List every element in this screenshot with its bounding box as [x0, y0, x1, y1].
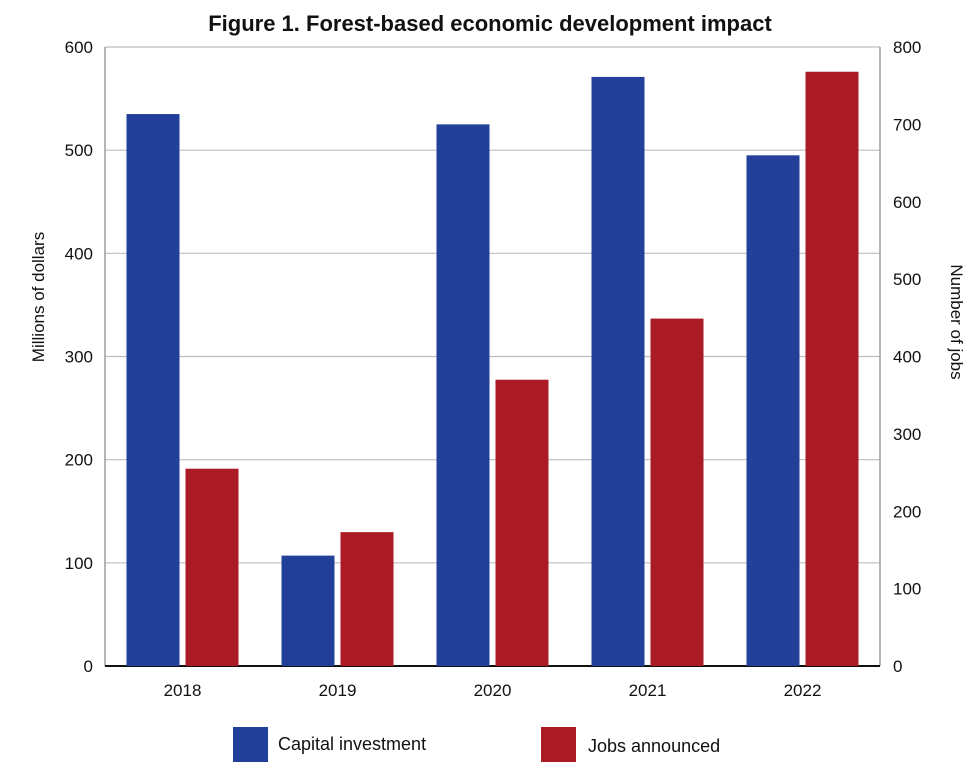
bar-jobs-announced-2019 [340, 532, 394, 666]
bar-capital-investment-2021 [591, 76, 645, 666]
x-tick-label-2018: 2018 [164, 681, 202, 700]
bar-jobs-announced-2022 [805, 71, 859, 666]
legend-swatch-capital-investment [233, 727, 268, 762]
legend-swatch-jobs-announced [541, 727, 576, 762]
y2-tick-label-0: 0 [893, 657, 902, 676]
legend-label-capital-investment: Capital investment [278, 734, 426, 754]
y-tick-label-5: 500 [65, 141, 93, 160]
bar-capital-investment-2019 [281, 555, 335, 666]
x-axis-ticks: 2018 2019 2020 2021 2022 [164, 681, 822, 700]
y-tick-label-4: 400 [65, 244, 93, 263]
bar-jobs-announced-2018 [185, 468, 239, 666]
y2-tick-label-4: 400 [893, 348, 921, 367]
y-tick-label-6: 600 [65, 38, 93, 57]
y-tick-label-3: 300 [65, 348, 93, 367]
y-tick-label-0: 0 [84, 657, 93, 676]
x-tick-label-2021: 2021 [629, 681, 667, 700]
y2-tick-label-3: 300 [893, 425, 921, 444]
chart-title: Figure 1. Forest-based economic developm… [208, 11, 772, 36]
x-tick-label-2020: 2020 [474, 681, 512, 700]
y2-tick-label-5: 500 [893, 270, 921, 289]
legend-label-jobs-announced: Jobs announced [588, 736, 720, 756]
y2-tick-label-7: 700 [893, 115, 921, 134]
bar-capital-investment-2020 [436, 124, 490, 666]
bar-capital-investment-2022 [746, 155, 800, 666]
y2-tick-label-8: 800 [893, 38, 921, 57]
y2-tick-label-6: 600 [893, 193, 921, 212]
y-tick-label-2: 200 [65, 451, 93, 470]
bars [126, 71, 859, 666]
y2-tick-label-1: 100 [893, 580, 921, 599]
y-tick-label-1: 100 [65, 554, 93, 573]
bar-jobs-announced-2021 [650, 318, 704, 666]
x-tick-label-2019: 2019 [319, 681, 357, 700]
bar-jobs-announced-2020 [495, 379, 549, 666]
bar-capital-investment-2018 [126, 114, 180, 666]
y-axis-title: Millions of dollars [29, 232, 48, 362]
right-axis-ticks: 0 100 200 300 400 500 600 700 800 [893, 38, 921, 676]
x-tick-label-2022: 2022 [784, 681, 822, 700]
y2-tick-label-2: 200 [893, 502, 921, 521]
left-axis-ticks: 0 100 200 300 400 500 600 [65, 38, 93, 676]
y2-axis-title: Number of jobs [947, 264, 966, 379]
legend: Capital investment Jobs announced [233, 727, 720, 762]
